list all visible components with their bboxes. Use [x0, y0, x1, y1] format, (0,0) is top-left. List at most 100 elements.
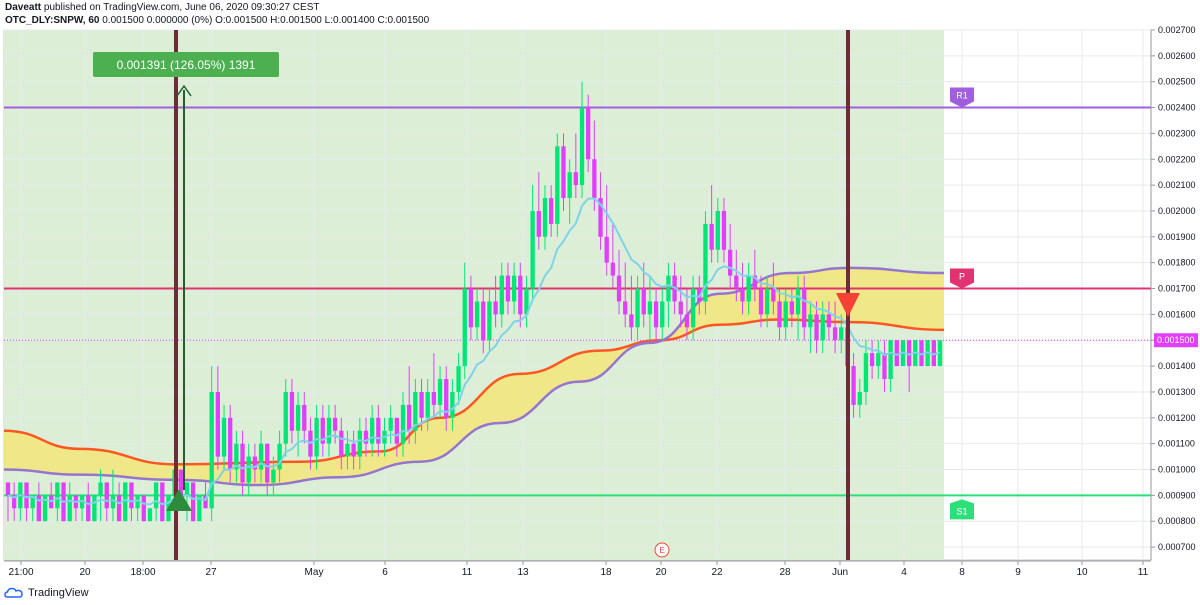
candle-body: [715, 210, 720, 250]
candle-body: [641, 288, 646, 315]
price-tick-label: 0.001300: [1158, 387, 1196, 397]
candle: [863, 340, 869, 405]
candle: [493, 275, 498, 328]
candle: [882, 340, 887, 392]
candle-body: [209, 391, 214, 509]
time-tick-label: 9: [1015, 567, 1021, 578]
candle: [123, 482, 128, 522]
price-tick-label: 0.000700: [1158, 542, 1196, 552]
candle-body: [302, 404, 307, 431]
candle-body: [481, 301, 486, 341]
candle-body: [647, 301, 653, 315]
candle: [332, 404, 338, 444]
price-axis[interactable]: 0.000700 0.000800 0.000900 0.001000 0.001100…: [1150, 25, 1198, 560]
candle-body: [55, 482, 60, 509]
candle: [690, 275, 696, 341]
candle: [363, 417, 369, 457]
time-axis[interactable]: 21:00 20 18:00 27 May 6 11 13 18 20 22 28 Jun 4 8 9 10 11: [4, 560, 1151, 578]
candle-body: [493, 301, 498, 315]
candle: [252, 443, 258, 483]
time-tick-label: 20: [79, 567, 91, 578]
candle-body: [524, 288, 529, 315]
candle: [555, 133, 560, 237]
candle-body: [24, 482, 29, 509]
candle-body: [394, 417, 400, 444]
candle-body: [135, 495, 140, 509]
candle: [271, 456, 276, 496]
candle-body: [116, 495, 122, 522]
candle-body: [598, 198, 603, 237]
candle-body: [771, 288, 776, 302]
candle: [351, 430, 356, 470]
footer-brand[interactable]: TradingView: [28, 587, 89, 599]
candle-body: [191, 482, 196, 522]
time-tick-label: 18:00: [130, 567, 155, 578]
candle: [839, 314, 844, 354]
candle: [141, 495, 146, 522]
candle-body: [789, 301, 795, 315]
candle: [92, 495, 97, 522]
candle: [184, 482, 190, 522]
candle-body: [863, 353, 869, 392]
candle: [808, 301, 813, 354]
candle-body: [573, 172, 579, 186]
price-tick-label: 0.002300: [1158, 128, 1196, 138]
candle: [481, 288, 486, 354]
candle: [616, 249, 622, 315]
candle-body: [795, 288, 801, 315]
time-tick-label: 13: [517, 567, 529, 578]
level-tag-shape: [950, 87, 974, 108]
ohlc-quote: 0.001500 0.000000 (0%) O:0.001500 H:0.00…: [102, 15, 430, 26]
candle-body: [931, 340, 936, 367]
price-tick-label: 0.000900: [1158, 490, 1196, 500]
time-tick-label: May: [305, 567, 324, 578]
candle-body: [351, 443, 356, 457]
time-tick-label: 28: [779, 567, 791, 578]
author-name[interactable]: Daveatt: [5, 2, 42, 13]
published-text: published on TradingView.com, June 06, 2…: [43, 2, 320, 13]
candle: [203, 482, 208, 509]
candle: [660, 288, 665, 341]
candle-body: [369, 417, 375, 444]
candle: [240, 430, 245, 496]
price-tick-label: 0.001900: [1158, 232, 1196, 242]
measure-label-text: 0.001391 (126.05%) 1391: [117, 58, 256, 72]
sell-triangle-icon: [836, 293, 860, 317]
time-tick-label: 10: [1076, 567, 1088, 578]
candle: [505, 262, 511, 315]
candle-body: [555, 146, 560, 224]
candle: [147, 508, 153, 522]
candle-body: [536, 210, 541, 237]
candle: [376, 404, 381, 457]
price-tick-label: 0.001200: [1158, 413, 1196, 423]
measure-arrowhead: [176, 84, 192, 97]
candle: [876, 340, 881, 380]
level-tag-p: P: [950, 268, 974, 289]
candle-body: [203, 495, 208, 509]
candle-body: [511, 275, 517, 302]
candle: [468, 275, 474, 341]
candle: [542, 185, 548, 250]
ema-line: [7, 197, 941, 506]
symbol-label[interactable]: OTC_DLY:SNPW, 60: [5, 15, 100, 26]
candle-body: [802, 288, 807, 328]
candle-body: [129, 482, 134, 509]
candle-body: [30, 495, 35, 509]
candle: [234, 430, 239, 483]
candle-body: [579, 107, 585, 186]
candle-body: [456, 366, 461, 392]
candle-body: [12, 495, 17, 509]
candle-body: [758, 288, 764, 315]
candle: [357, 417, 362, 470]
time-tick-label: 18: [600, 567, 612, 578]
candle-body: [332, 417, 338, 431]
candle-body: [678, 301, 683, 315]
candle: [511, 262, 517, 315]
candle: [703, 210, 708, 315]
candle: [160, 482, 165, 522]
candle-body: [752, 275, 757, 289]
candle-body: [721, 210, 727, 250]
candle-body: [518, 275, 523, 315]
candle: [869, 340, 875, 380]
